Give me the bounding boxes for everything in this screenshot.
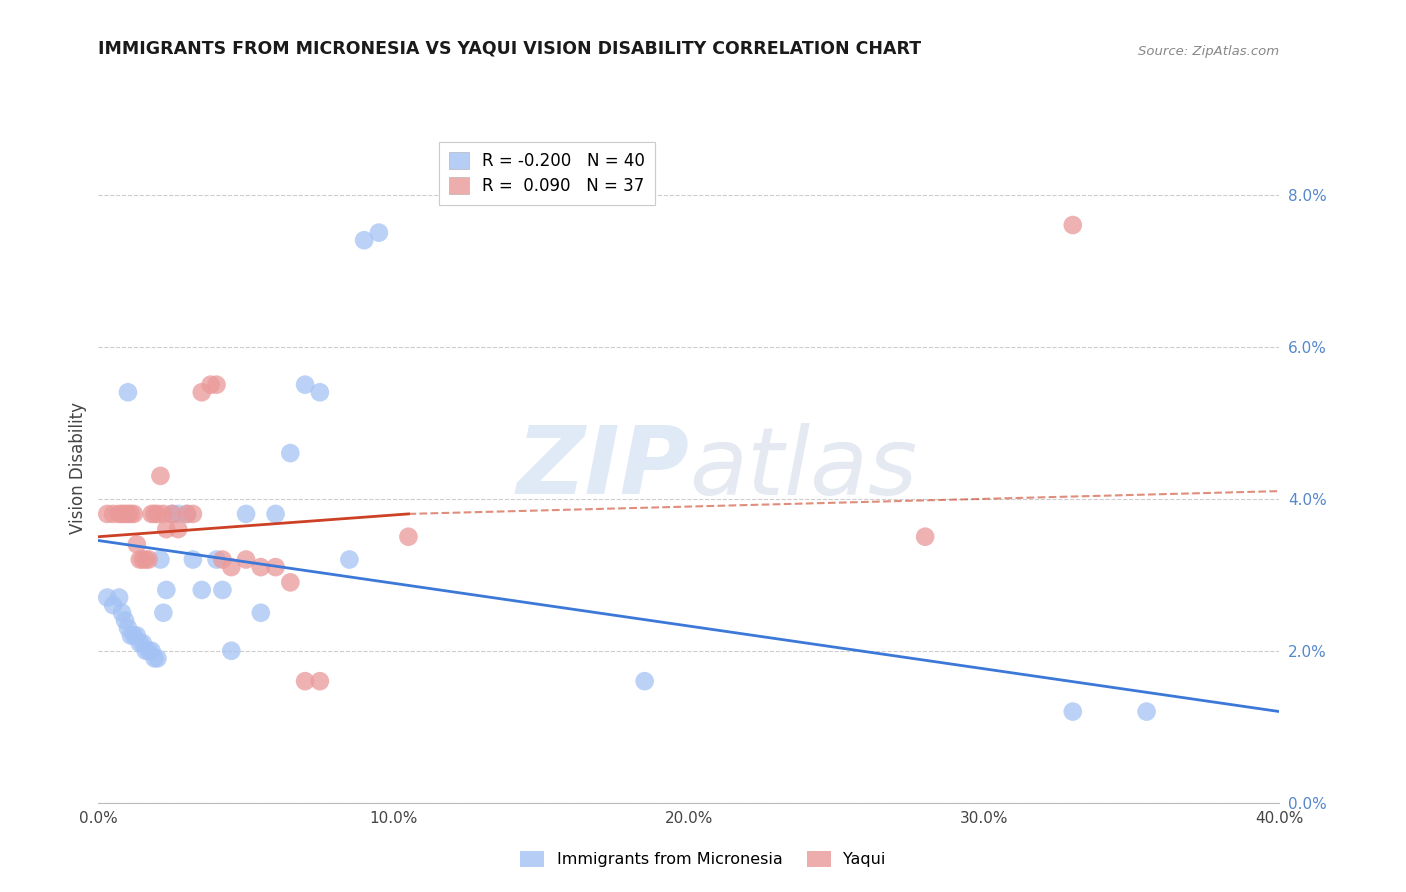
- Point: [103, 598, 125, 612]
- Point: [122, 628, 145, 642]
- Point: [141, 644, 163, 658]
- Point: [211, 552, 233, 566]
- Point: [250, 606, 273, 620]
- Point: [138, 644, 160, 658]
- Point: [294, 377, 316, 392]
- Point: [155, 522, 177, 536]
- Point: [278, 446, 302, 460]
- Point: [914, 530, 936, 544]
- Point: [176, 507, 198, 521]
- Point: [167, 522, 190, 536]
- Point: [117, 507, 139, 521]
- Text: IMMIGRANTS FROM MICRONESIA VS YAQUI VISION DISABILITY CORRELATION CHART: IMMIGRANTS FROM MICRONESIA VS YAQUI VISI…: [98, 40, 921, 58]
- Point: [278, 575, 302, 590]
- Point: [1062, 705, 1084, 719]
- Point: [146, 651, 169, 665]
- Legend: Immigrants from Micronesia, Yaqui: Immigrants from Micronesia, Yaqui: [512, 843, 894, 875]
- Point: [135, 644, 157, 658]
- Point: [114, 613, 136, 627]
- Point: [103, 507, 125, 521]
- Point: [211, 582, 233, 597]
- Point: [176, 507, 198, 521]
- Point: [122, 507, 145, 521]
- Point: [191, 385, 214, 400]
- Point: [219, 560, 242, 574]
- Point: [235, 507, 257, 521]
- Point: [264, 560, 287, 574]
- Point: [96, 507, 118, 521]
- Point: [117, 621, 139, 635]
- Point: [339, 552, 360, 566]
- Point: [108, 591, 131, 605]
- Point: [152, 606, 174, 620]
- Point: [128, 636, 150, 650]
- Point: [135, 552, 157, 566]
- Point: [162, 507, 183, 521]
- Point: [138, 552, 160, 566]
- Point: [152, 507, 174, 521]
- Point: [132, 636, 155, 650]
- Point: [205, 377, 228, 392]
- Point: [1062, 218, 1084, 232]
- Point: [633, 674, 655, 689]
- Legend: R = -0.200   N = 40, R =  0.090   N = 37: R = -0.200 N = 40, R = 0.090 N = 37: [439, 142, 655, 205]
- Point: [132, 552, 155, 566]
- Point: [120, 628, 142, 642]
- Text: atlas: atlas: [689, 423, 917, 514]
- Point: [162, 507, 183, 521]
- Point: [149, 469, 172, 483]
- Point: [309, 385, 332, 400]
- Point: [200, 377, 222, 392]
- Point: [181, 552, 204, 566]
- Point: [143, 651, 166, 665]
- Point: [111, 507, 134, 521]
- Point: [1135, 705, 1157, 719]
- Point: [396, 530, 419, 544]
- Point: [205, 552, 228, 566]
- Point: [114, 507, 136, 521]
- Point: [250, 560, 273, 574]
- Point: [235, 552, 257, 566]
- Point: [108, 507, 131, 521]
- Point: [167, 507, 190, 521]
- Point: [155, 582, 177, 597]
- Text: Source: ZipAtlas.com: Source: ZipAtlas.com: [1139, 45, 1279, 58]
- Text: ZIP: ZIP: [516, 422, 689, 515]
- Point: [143, 507, 166, 521]
- Point: [128, 552, 150, 566]
- Point: [125, 628, 148, 642]
- Point: [96, 591, 118, 605]
- Point: [146, 507, 169, 521]
- Point: [120, 507, 142, 521]
- Point: [309, 674, 332, 689]
- Point: [264, 507, 287, 521]
- Point: [149, 552, 172, 566]
- Point: [117, 385, 139, 400]
- Point: [353, 233, 375, 247]
- Point: [191, 582, 214, 597]
- Point: [294, 674, 316, 689]
- Y-axis label: Vision Disability: Vision Disability: [69, 402, 87, 534]
- Point: [125, 537, 148, 551]
- Point: [368, 226, 391, 240]
- Point: [141, 507, 163, 521]
- Point: [219, 644, 242, 658]
- Point: [111, 606, 134, 620]
- Point: [181, 507, 204, 521]
